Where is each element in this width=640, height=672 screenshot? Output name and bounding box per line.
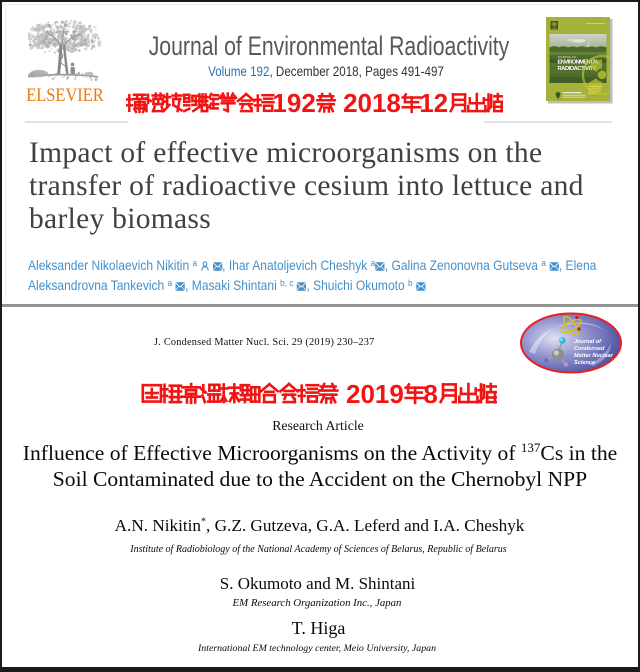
svg-text:8: 8 bbox=[423, 382, 437, 405]
svg-text:JOURNAL OF: JOURNAL OF bbox=[558, 55, 577, 59]
svg-text:ENVIRONMENTAL: ENVIRONMENTAL bbox=[558, 60, 600, 66]
svg-text:Journal of: Journal of bbox=[574, 339, 602, 345]
svg-text:Science: Science bbox=[574, 360, 595, 366]
svg-text:Condensed: Condensed bbox=[574, 346, 605, 352]
svg-text:12: 12 bbox=[419, 92, 448, 114]
svg-text:2019: 2019 bbox=[346, 382, 404, 405]
svg-text:2018: 2018 bbox=[343, 92, 401, 114]
svg-text:192: 192 bbox=[272, 92, 315, 114]
svg-text:RADIOACTIVITY: RADIOACTIVITY bbox=[558, 66, 597, 72]
svg-text:Matter Nuclear: Matter Nuclear bbox=[574, 353, 614, 359]
